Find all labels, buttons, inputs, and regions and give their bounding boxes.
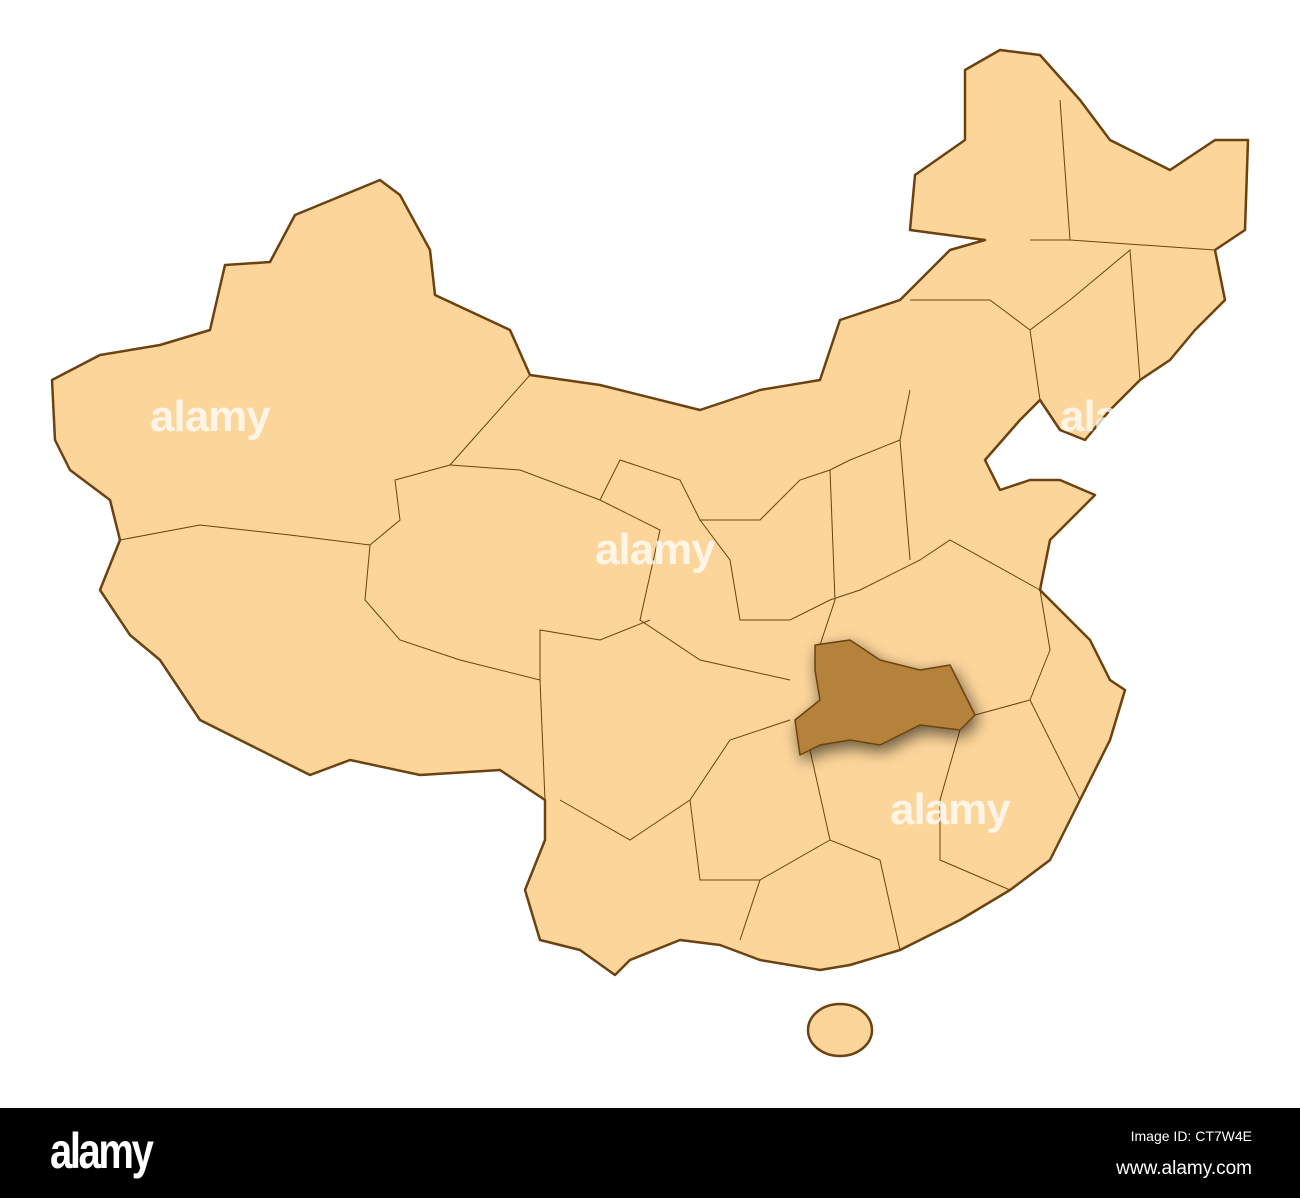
watermark: alamy [150, 392, 271, 441]
footer-bar: alamy Image ID: CT7W4E www.alamy.com [0, 1108, 1300, 1198]
hainan-island [806, 1002, 874, 1058]
hubei-province-highlighted [794, 639, 976, 756]
province-borders [119, 99, 1216, 951]
watermark: alamy [890, 785, 1011, 834]
image-id: Image ID: CT7W4E [1130, 1128, 1252, 1144]
watermark: alamy [1060, 392, 1181, 441]
watermark: alamy [595, 525, 716, 574]
china-mainland [50, 48, 1250, 977]
site-url: www.alamy.com [1116, 1158, 1252, 1179]
china-map [50, 48, 1250, 1058]
alamy-logo: alamy [50, 1123, 154, 1179]
